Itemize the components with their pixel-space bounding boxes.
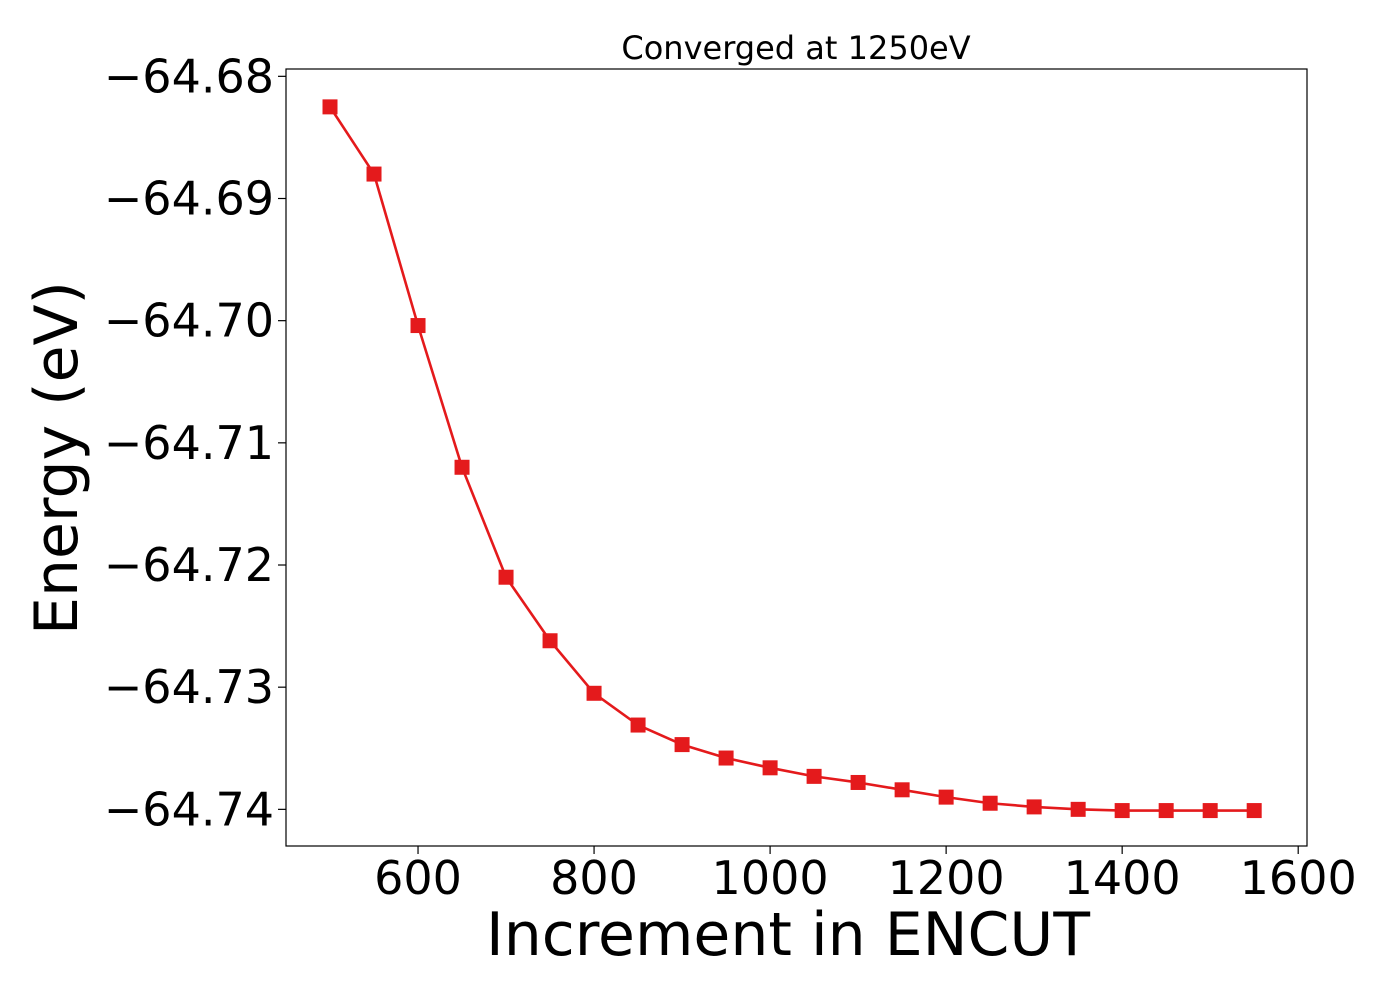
data-point: [894, 782, 910, 798]
data-point: [454, 459, 470, 475]
data-point: [762, 760, 778, 776]
data-point: [1246, 803, 1262, 819]
x-tick-label: 1000: [712, 851, 829, 905]
x-axis-label: Increment in ENCUT: [486, 900, 1090, 970]
data-point: [322, 99, 338, 115]
series-line: [328, 106, 1255, 812]
data-point: [1070, 801, 1086, 817]
chart-title: Converged at 1250eV: [621, 29, 970, 67]
y-tick-label: −64.74: [104, 782, 274, 836]
y-axis: −64.68 −64.69 −64.70 −64.71 −64.72 −64.73 −64.…: [104, 49, 286, 836]
x-tick-label: 1600: [1240, 851, 1357, 905]
y-tick-label: −64.73: [104, 660, 274, 714]
x-tick-label: 1400: [1064, 851, 1181, 905]
data-point: [1026, 799, 1042, 815]
data-point: [630, 717, 646, 733]
data-point: [1202, 803, 1218, 819]
x-tick-label: 1200: [888, 851, 1005, 905]
y-tick-label: −64.69: [104, 172, 274, 226]
y-tick-label: −64.70: [104, 294, 274, 348]
data-point: [1114, 803, 1130, 819]
data-point: [586, 685, 602, 701]
data-point: [410, 318, 426, 334]
x-tick-label: 600: [374, 851, 462, 905]
y-tick-label: −64.68: [104, 49, 274, 103]
data-point: [718, 750, 734, 766]
data-point: [938, 789, 954, 805]
x-tick-label: 800: [550, 851, 638, 905]
data-point: [542, 633, 558, 649]
data-point: [982, 795, 998, 811]
y-axis-label: Energy (eV): [22, 281, 92, 635]
data-point: [674, 737, 690, 753]
plot-area: [285, 68, 1308, 847]
x-axis: 600 800 1000 1200 1400 1600: [374, 846, 1357, 905]
y-tick-label: −64.72: [104, 538, 274, 592]
data-point: [806, 768, 822, 784]
data-point: [498, 569, 514, 585]
plot-frame: [285, 68, 1308, 847]
data-point: [1158, 803, 1174, 819]
data-point: [366, 166, 382, 182]
y-tick-label: −64.71: [104, 416, 274, 470]
data-point: [850, 774, 866, 790]
